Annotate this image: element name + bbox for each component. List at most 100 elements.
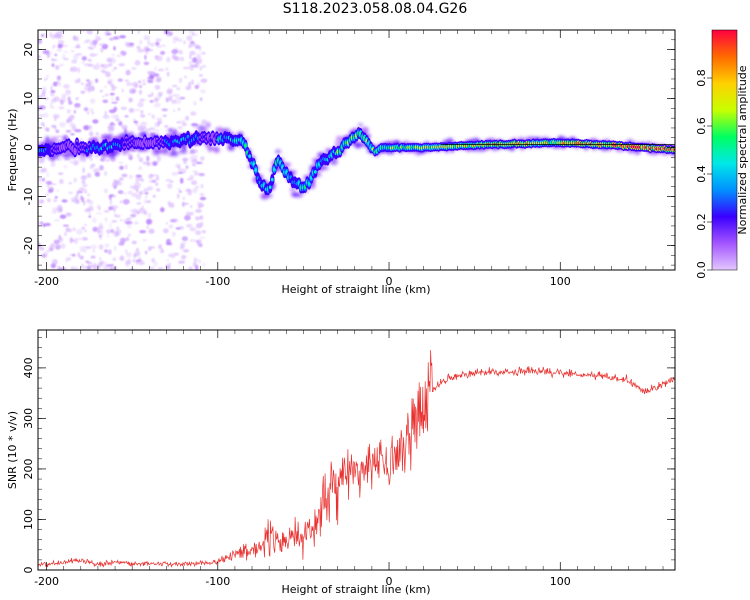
noise-speckle — [81, 61, 85, 64]
spectrogram-x-tick-label: -200 — [34, 275, 59, 288]
noise-speckle — [88, 80, 91, 85]
noise-speckle — [112, 231, 120, 237]
noise-speckle — [69, 237, 74, 244]
noise-speckle — [137, 153, 140, 159]
ridge-halo-blob — [207, 146, 216, 151]
noise-speckle — [82, 183, 88, 188]
snr-panel: -200 -100 0 100 0 100 200 300 400 Height of stra… — [6, 329, 676, 596]
noise-speckle — [38, 114, 44, 117]
noise-speckle — [184, 75, 187, 79]
colorbar-tick-label: 0.0 — [695, 261, 708, 279]
noise-speckle — [88, 215, 92, 218]
noise-speckle — [64, 231, 67, 237]
noise-speckle — [74, 104, 81, 109]
noise-speckle — [58, 106, 65, 110]
noise-speckle — [59, 243, 66, 249]
noise-speckle — [92, 64, 100, 70]
noise-speckle — [125, 262, 130, 268]
noise-speckle — [132, 258, 136, 263]
noise-speckle — [139, 113, 145, 119]
noise-speckle — [195, 33, 198, 37]
colorbar-tick-label: 0.4 — [695, 165, 708, 183]
noise-speckle — [178, 190, 182, 193]
noise-speckle — [39, 179, 42, 185]
noise-speckle — [137, 102, 144, 108]
noise-speckle — [110, 121, 114, 125]
noise-speckle — [177, 188, 181, 191]
noise-speckle — [110, 114, 116, 118]
noise-speckle — [160, 207, 165, 213]
noise-speckle — [182, 249, 190, 253]
noise-speckle — [114, 114, 119, 120]
noise-speckle — [68, 181, 72, 185]
noise-speckle — [86, 265, 92, 270]
ridge-core-peak — [75, 141, 79, 146]
noise-speckle — [43, 97, 49, 100]
noise-speckle — [127, 223, 132, 229]
noise-speckle — [150, 42, 155, 47]
noise-speckle — [72, 35, 77, 41]
noise-speckle — [189, 227, 197, 232]
noise-speckle — [55, 129, 60, 134]
snr-x-tick-label: 100 — [550, 575, 571, 588]
noise-speckle — [104, 261, 107, 267]
spectrogram-y-tick-label: 20 — [22, 43, 35, 57]
noise-speckle — [148, 173, 153, 179]
noise-speckle — [107, 249, 112, 255]
noise-speckle — [120, 106, 128, 111]
noise-speckle — [53, 198, 57, 203]
noise-speckle — [90, 157, 93, 161]
noise-speckle — [174, 98, 182, 105]
noise-speckle — [190, 205, 193, 209]
noise-speckle — [178, 168, 183, 173]
noise-speckle — [87, 63, 94, 67]
noise-speckle — [157, 267, 164, 270]
noise-speckle — [177, 126, 183, 130]
noise-speckle — [162, 114, 167, 118]
noise-speckle — [89, 131, 94, 137]
noise-speckle — [72, 227, 76, 232]
noise-speckle — [156, 174, 159, 180]
noise-speckle — [176, 121, 182, 124]
noise-speckle — [59, 122, 66, 128]
spectrogram-x-axis-label: Height of straight line (km) — [281, 283, 430, 296]
noise-speckle — [65, 257, 72, 261]
noise-speckle — [160, 248, 164, 254]
noise-speckle — [54, 196, 58, 199]
noise-speckle — [168, 99, 173, 102]
noise-speckle — [84, 85, 90, 91]
noise-speckle — [138, 80, 141, 83]
noise-speckle — [148, 113, 151, 116]
ridge-core-peak — [244, 143, 247, 148]
noise-speckle — [63, 84, 70, 89]
noise-speckle — [61, 44, 68, 48]
ridge-core-peak — [314, 170, 317, 174]
spectrogram-y-axis-label: Frequency (Hz) — [6, 109, 19, 192]
noise-speckle — [148, 179, 152, 183]
noise-speckle — [91, 255, 95, 259]
noise-speckle — [189, 54, 192, 60]
noise-speckle — [109, 37, 114, 41]
noise-speckle — [135, 177, 139, 183]
noise-speckle — [57, 172, 64, 176]
noise-speckle — [165, 67, 169, 71]
noise-speckle — [84, 208, 91, 213]
noise-speckle — [199, 193, 205, 196]
colorbar-tick-label: 0.2 — [695, 213, 708, 231]
noise-speckle — [46, 171, 49, 178]
noise-speckle — [119, 237, 127, 243]
noise-speckle — [80, 90, 86, 94]
noise-speckle — [148, 246, 152, 252]
noise-speckle — [42, 90, 46, 96]
noise-speckle — [77, 252, 81, 258]
noise-speckle — [182, 197, 185, 200]
ridge-halo-blob — [289, 187, 297, 193]
ridge-core-peak — [254, 168, 258, 172]
noise-speckle — [143, 125, 147, 130]
noise-speckle — [135, 174, 142, 178]
noise-speckle — [200, 184, 204, 189]
noise-speckle — [71, 115, 74, 118]
noise-speckle — [77, 67, 80, 73]
noise-speckle — [94, 172, 101, 177]
snr-y-tick-label: 0 — [22, 567, 35, 574]
